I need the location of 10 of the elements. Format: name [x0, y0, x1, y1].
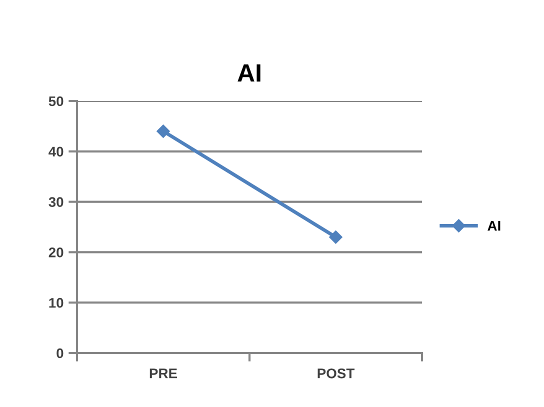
y-tick-label: 50 — [48, 96, 64, 106]
x-tick-label: POST — [318, 368, 355, 378]
legend-label: AI — [488, 221, 500, 231]
chart-title: AI — [238, 64, 260, 82]
y-tick-label: 10 — [49, 298, 64, 308]
x-tick-label: PRE — [150, 368, 177, 378]
y-tick-label: 40 — [48, 146, 64, 157]
y-tick-label: 0 — [56, 348, 64, 358]
y-tick-label: 20 — [48, 248, 64, 258]
y-tick-label: 30 — [48, 197, 64, 207]
